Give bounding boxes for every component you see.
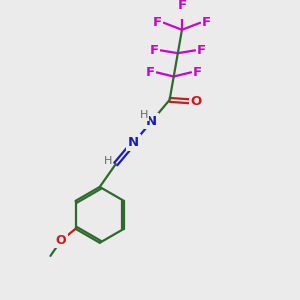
Text: O: O xyxy=(56,234,66,247)
Text: F: F xyxy=(177,0,187,12)
Text: N: N xyxy=(146,115,157,128)
Text: H: H xyxy=(140,110,148,120)
Text: N: N xyxy=(128,136,139,149)
Text: F: F xyxy=(202,16,211,29)
Text: F: F xyxy=(150,44,159,57)
Text: H: H xyxy=(104,156,112,166)
Text: F: F xyxy=(146,66,155,79)
Text: F: F xyxy=(193,66,202,79)
Text: F: F xyxy=(197,44,206,57)
Text: F: F xyxy=(153,16,162,29)
Text: O: O xyxy=(190,95,202,108)
